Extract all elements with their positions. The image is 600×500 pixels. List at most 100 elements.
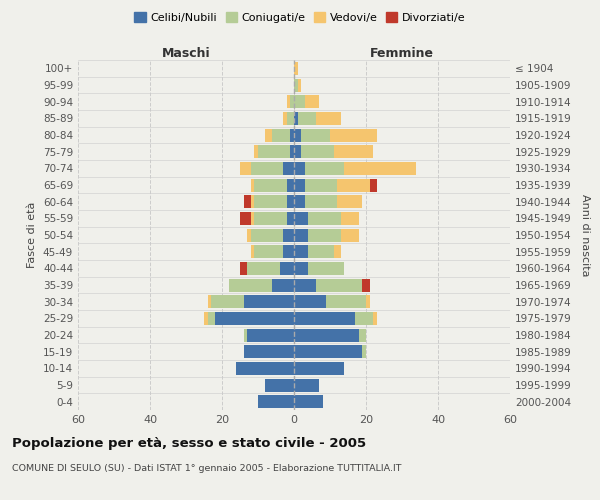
Bar xyxy=(211,295,244,308)
Bar xyxy=(287,178,294,192)
Bar xyxy=(265,378,294,392)
Bar xyxy=(294,395,323,408)
Bar xyxy=(251,162,283,175)
Bar xyxy=(294,128,301,141)
Bar xyxy=(294,312,355,325)
Bar xyxy=(341,212,359,225)
Bar xyxy=(316,112,341,125)
Bar xyxy=(240,162,251,175)
Bar xyxy=(294,328,359,342)
Bar xyxy=(337,178,370,192)
Bar xyxy=(240,262,247,275)
Bar xyxy=(251,212,254,225)
Bar xyxy=(258,395,294,408)
Bar xyxy=(254,245,283,258)
Y-axis label: Fasce di età: Fasce di età xyxy=(28,202,37,268)
Bar xyxy=(305,195,337,208)
Bar xyxy=(294,295,326,308)
Bar xyxy=(366,295,370,308)
Bar xyxy=(301,128,330,141)
Bar xyxy=(305,162,344,175)
Bar xyxy=(308,212,341,225)
Bar xyxy=(294,95,305,108)
Bar xyxy=(294,78,298,92)
Bar xyxy=(290,128,294,141)
Bar xyxy=(305,178,337,192)
Bar xyxy=(294,62,298,75)
Bar xyxy=(294,245,308,258)
Bar xyxy=(308,245,334,258)
Bar xyxy=(283,162,294,175)
Bar xyxy=(305,95,319,108)
Bar xyxy=(244,195,251,208)
Bar xyxy=(294,378,319,392)
Bar xyxy=(294,112,298,125)
Bar xyxy=(254,145,258,158)
Bar xyxy=(251,245,254,258)
Bar xyxy=(334,245,341,258)
Bar xyxy=(244,328,247,342)
Bar xyxy=(362,345,366,358)
Bar xyxy=(359,328,366,342)
Bar xyxy=(251,178,254,192)
Bar xyxy=(294,228,308,241)
Bar xyxy=(215,312,294,325)
Bar xyxy=(373,312,377,325)
Bar xyxy=(294,212,308,225)
Bar xyxy=(294,178,305,192)
Bar xyxy=(247,228,251,241)
Bar xyxy=(283,112,287,125)
Bar xyxy=(334,145,373,158)
Bar xyxy=(301,145,334,158)
Bar xyxy=(294,162,305,175)
Bar xyxy=(290,95,294,108)
Bar xyxy=(272,278,294,291)
Text: COMUNE DI SEULO (SU) - Dati ISTAT 1° gennaio 2005 - Elaborazione TUTTITALIA.IT: COMUNE DI SEULO (SU) - Dati ISTAT 1° gen… xyxy=(12,464,401,473)
Bar xyxy=(240,212,251,225)
Bar xyxy=(316,278,362,291)
Bar xyxy=(287,212,294,225)
Bar xyxy=(341,228,359,241)
Bar xyxy=(287,95,290,108)
Bar xyxy=(294,362,344,375)
Bar xyxy=(308,228,341,241)
Bar xyxy=(247,262,280,275)
Text: Femmine: Femmine xyxy=(370,47,434,60)
Bar xyxy=(370,178,377,192)
Bar xyxy=(244,295,294,308)
Bar xyxy=(298,78,301,92)
Text: Popolazione per età, sesso e stato civile - 2005: Popolazione per età, sesso e stato civil… xyxy=(12,438,366,450)
Bar xyxy=(254,195,287,208)
Text: Maschi: Maschi xyxy=(161,47,211,60)
Bar xyxy=(247,328,294,342)
Bar xyxy=(287,112,294,125)
Bar xyxy=(294,145,301,158)
Bar xyxy=(236,362,294,375)
Bar xyxy=(280,262,294,275)
Bar xyxy=(294,262,308,275)
Bar xyxy=(287,195,294,208)
Bar xyxy=(308,262,344,275)
Bar xyxy=(265,128,272,141)
Bar xyxy=(208,295,211,308)
Y-axis label: Anni di nascita: Anni di nascita xyxy=(580,194,590,276)
Legend: Celibi/Nubili, Coniugati/e, Vedovi/e, Divorziati/e: Celibi/Nubili, Coniugati/e, Vedovi/e, Di… xyxy=(130,8,470,28)
Bar xyxy=(254,178,287,192)
Bar xyxy=(229,278,272,291)
Bar xyxy=(294,195,305,208)
Bar xyxy=(254,212,287,225)
Bar xyxy=(251,228,283,241)
Bar xyxy=(272,128,290,141)
Bar xyxy=(298,112,316,125)
Bar xyxy=(258,145,290,158)
Bar xyxy=(326,295,366,308)
Bar xyxy=(283,245,294,258)
Bar xyxy=(283,228,294,241)
Bar xyxy=(244,345,294,358)
Bar xyxy=(330,128,377,141)
Bar xyxy=(337,195,362,208)
Bar xyxy=(294,278,316,291)
Bar xyxy=(344,162,416,175)
Bar xyxy=(208,312,215,325)
Bar xyxy=(362,278,370,291)
